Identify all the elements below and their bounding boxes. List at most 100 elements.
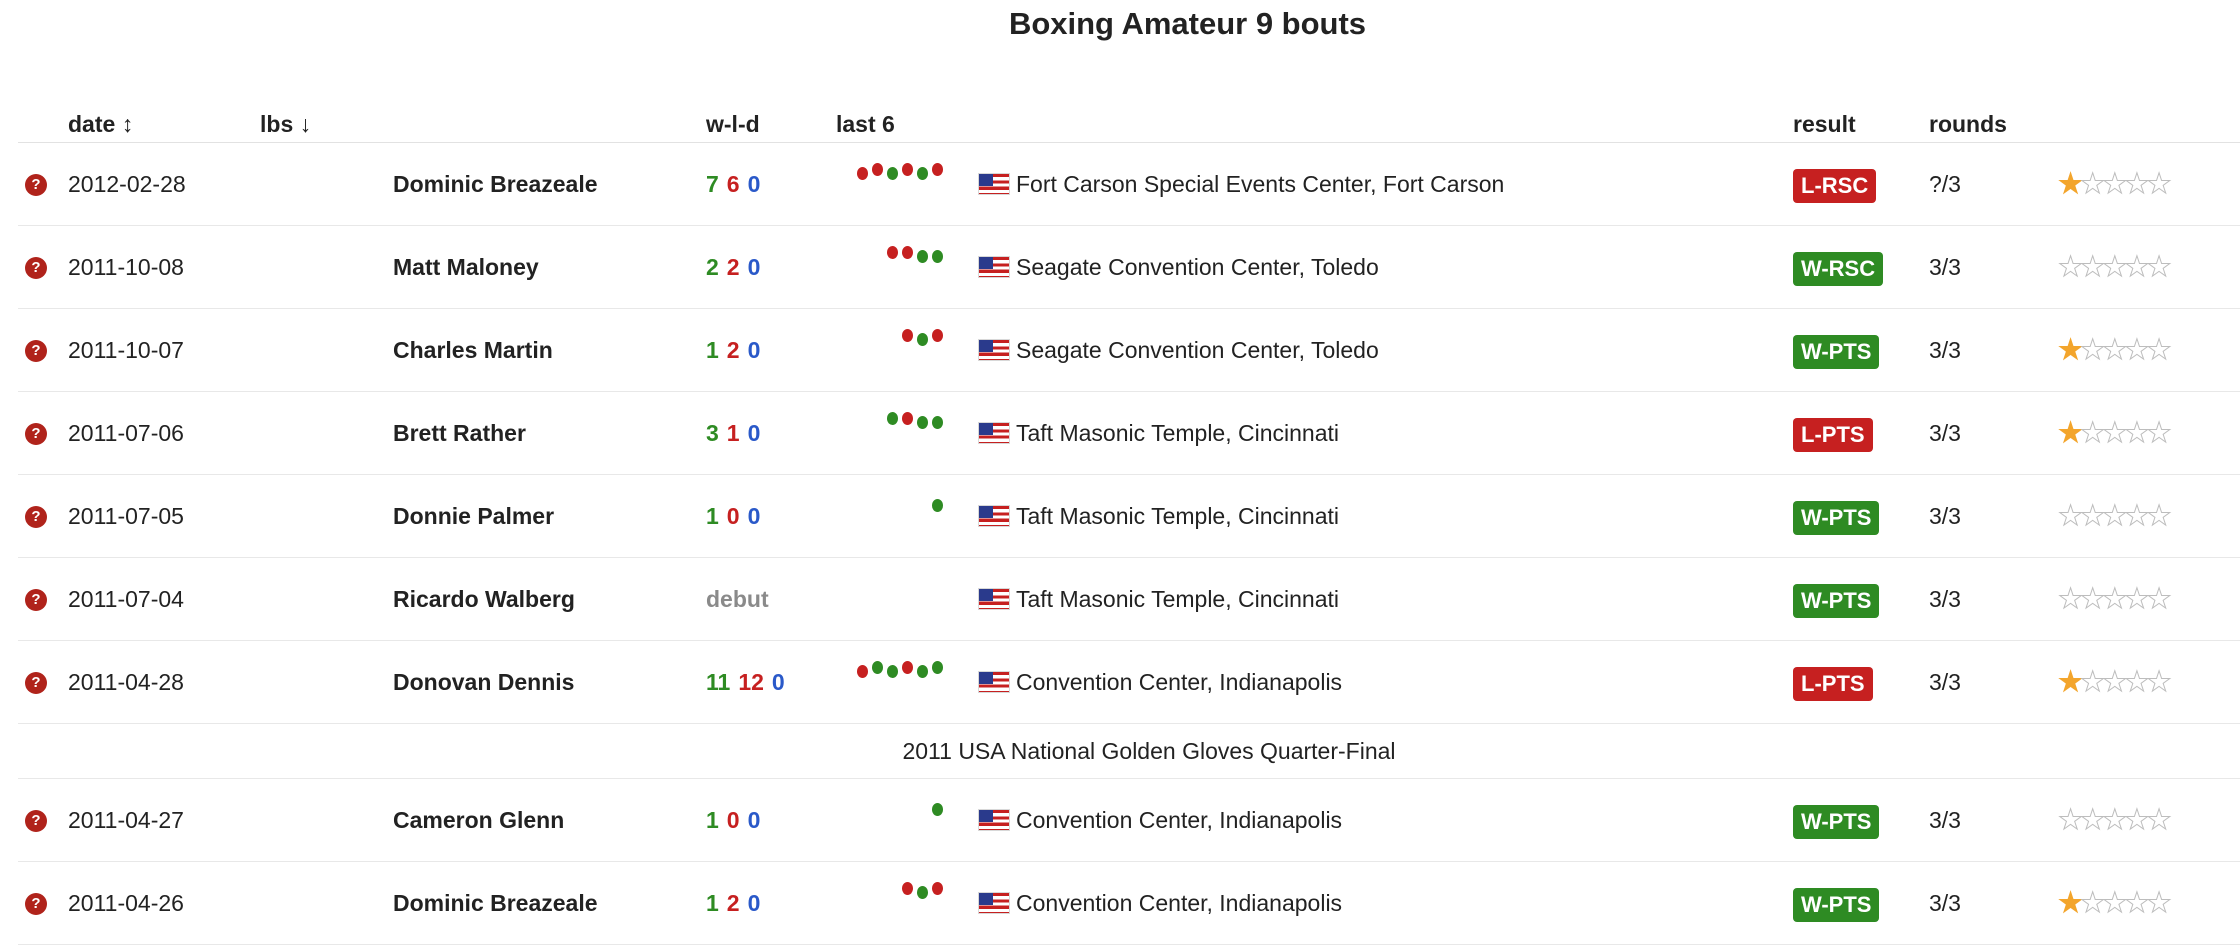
star-icon[interactable]: ★ bbox=[2080, 887, 2106, 919]
venue[interactable]: Fort Carson Special Events Center, Fort … bbox=[978, 143, 1504, 225]
question-circle-icon[interactable]: ? bbox=[25, 810, 47, 832]
question-circle-icon[interactable]: ? bbox=[25, 589, 47, 611]
star-icon[interactable]: ★ bbox=[2080, 251, 2106, 283]
table-row[interactable]: ? 2011-07-04 Ricardo Walberg debut Taft … bbox=[18, 558, 2240, 641]
star-icon[interactable]: ★ bbox=[2102, 887, 2128, 919]
star-icon[interactable]: ★ bbox=[2080, 666, 2106, 698]
star-icon[interactable]: ★ bbox=[2102, 666, 2128, 698]
star-icon[interactable]: ★ bbox=[2124, 251, 2150, 283]
question-circle-icon[interactable]: ? bbox=[25, 257, 47, 279]
star-icon[interactable]: ★ bbox=[2146, 417, 2172, 449]
question-circle-icon[interactable]: ? bbox=[25, 672, 47, 694]
star-icon[interactable]: ★ bbox=[2124, 583, 2150, 615]
venue[interactable]: Convention Center, Indianapolis bbox=[978, 862, 1342, 944]
star-icon[interactable]: ★ bbox=[2102, 417, 2128, 449]
bout-date[interactable]: 2011-10-07 bbox=[68, 337, 184, 363]
bout-date[interactable]: 2011-07-06 bbox=[68, 420, 184, 446]
question-circle-icon[interactable]: ? bbox=[25, 423, 47, 445]
bout-date[interactable]: 2011-07-04 bbox=[68, 586, 184, 612]
star-icon[interactable]: ★ bbox=[2080, 583, 2106, 615]
rating-stars[interactable]: ★★★★★ bbox=[2057, 143, 2172, 226]
star-icon[interactable]: ★ bbox=[2057, 583, 2083, 615]
star-icon[interactable]: ★ bbox=[2102, 583, 2128, 615]
question-circle-icon[interactable]: ? bbox=[25, 174, 47, 196]
bout-date[interactable]: 2012-02-28 bbox=[68, 171, 186, 197]
column-header-date[interactable]: date ↕ bbox=[68, 106, 133, 142]
table-row[interactable]: ? 2011-04-28 Donovan Dennis 11 12 0 Conven… bbox=[18, 641, 2240, 724]
venue[interactable]: Convention Center, Indianapolis bbox=[978, 779, 1342, 861]
star-icon[interactable]: ★ bbox=[2080, 500, 2106, 532]
venue[interactable]: Taft Masonic Temple, Cincinnati bbox=[978, 558, 1339, 640]
venue[interactable]: Taft Masonic Temple, Cincinnati bbox=[978, 392, 1339, 474]
star-icon[interactable]: ★ bbox=[2124, 168, 2150, 200]
opponent-name[interactable]: Dominic Breazeale bbox=[393, 171, 598, 197]
venue[interactable]: Seagate Convention Center, Toledo bbox=[978, 309, 1379, 391]
question-circle-icon[interactable]: ? bbox=[25, 340, 47, 362]
bout-date[interactable]: 2011-04-28 bbox=[68, 669, 184, 695]
star-icon[interactable]: ★ bbox=[2080, 804, 2106, 836]
star-icon[interactable]: ★ bbox=[2080, 417, 2106, 449]
rating-stars[interactable]: ★★★★★ bbox=[2057, 226, 2172, 309]
star-icon[interactable]: ★ bbox=[2057, 666, 2083, 698]
opponent-name[interactable]: Matt Maloney bbox=[393, 254, 539, 280]
star-icon[interactable]: ★ bbox=[2102, 804, 2128, 836]
opponent-name[interactable]: Cameron Glenn bbox=[393, 807, 565, 833]
star-icon[interactable]: ★ bbox=[2146, 887, 2172, 919]
star-icon[interactable]: ★ bbox=[2124, 417, 2150, 449]
opponent-name[interactable]: Ricardo Walberg bbox=[393, 586, 575, 612]
rating-stars[interactable]: ★★★★★ bbox=[2057, 779, 2172, 862]
star-icon[interactable]: ★ bbox=[2080, 334, 2106, 366]
bout-date[interactable]: 2011-07-05 bbox=[68, 503, 184, 529]
star-icon[interactable]: ★ bbox=[2057, 887, 2083, 919]
star-icon[interactable]: ★ bbox=[2146, 334, 2172, 366]
star-icon[interactable]: ★ bbox=[2102, 334, 2128, 366]
star-icon[interactable]: ★ bbox=[2057, 168, 2083, 200]
star-icon[interactable]: ★ bbox=[2102, 500, 2128, 532]
question-circle-icon[interactable]: ? bbox=[25, 893, 47, 915]
star-icon[interactable]: ★ bbox=[2124, 804, 2150, 836]
star-icon[interactable]: ★ bbox=[2102, 251, 2128, 283]
opponent-name[interactable]: Donnie Palmer bbox=[393, 503, 555, 529]
star-icon[interactable]: ★ bbox=[2102, 168, 2128, 200]
opponent-name[interactable]: Brett Rather bbox=[393, 420, 526, 446]
star-icon[interactable]: ★ bbox=[2124, 500, 2150, 532]
opponent-name[interactable]: Charles Martin bbox=[393, 337, 553, 363]
opponent-name[interactable]: Donovan Dennis bbox=[393, 669, 575, 695]
rating-stars[interactable]: ★★★★★ bbox=[2057, 392, 2172, 475]
star-icon[interactable]: ★ bbox=[2057, 251, 2083, 283]
star-icon[interactable]: ★ bbox=[2057, 500, 2083, 532]
star-icon[interactable]: ★ bbox=[2146, 251, 2172, 283]
star-icon[interactable]: ★ bbox=[2080, 168, 2106, 200]
star-icon[interactable]: ★ bbox=[2146, 500, 2172, 532]
rating-stars[interactable]: ★★★★★ bbox=[2057, 309, 2172, 392]
star-icon[interactable]: ★ bbox=[2146, 583, 2172, 615]
rating-stars[interactable]: ★★★★★ bbox=[2057, 475, 2172, 558]
opponent-name[interactable]: Dominic Breazeale bbox=[393, 890, 598, 916]
star-icon[interactable]: ★ bbox=[2057, 804, 2083, 836]
rating-stars[interactable]: ★★★★★ bbox=[2057, 558, 2172, 641]
rating-stars[interactable]: ★★★★★ bbox=[2057, 862, 2172, 945]
bout-date[interactable]: 2011-04-26 bbox=[68, 890, 184, 916]
star-icon[interactable]: ★ bbox=[2124, 666, 2150, 698]
bout-date[interactable]: 2011-10-08 bbox=[68, 254, 184, 280]
star-icon[interactable]: ★ bbox=[2146, 666, 2172, 698]
venue[interactable]: Convention Center, Indianapolis bbox=[978, 641, 1342, 723]
star-icon[interactable]: ★ bbox=[2124, 887, 2150, 919]
venue[interactable]: Seagate Convention Center, Toledo bbox=[978, 226, 1379, 308]
star-icon[interactable]: ★ bbox=[2146, 804, 2172, 836]
column-header-lbs[interactable]: lbs ↓ bbox=[260, 106, 311, 142]
star-icon[interactable]: ★ bbox=[2146, 168, 2172, 200]
question-circle-icon[interactable]: ? bbox=[25, 506, 47, 528]
venue[interactable]: Taft Masonic Temple, Cincinnati bbox=[978, 475, 1339, 557]
rating-stars[interactable]: ★★★★★ bbox=[2057, 641, 2172, 724]
star-icon[interactable]: ★ bbox=[2124, 334, 2150, 366]
star-icon[interactable]: ★ bbox=[2057, 334, 2083, 366]
bout-date[interactable]: 2011-04-27 bbox=[68, 807, 184, 833]
